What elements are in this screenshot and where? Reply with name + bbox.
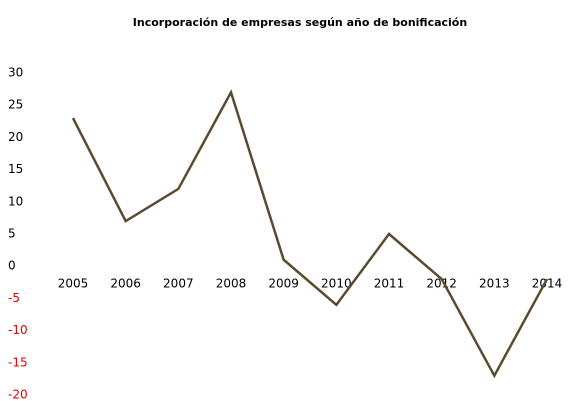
y-tick-label: 30 <box>8 66 23 80</box>
y-tick-label: -5 <box>8 291 20 305</box>
y-tick-label: 15 <box>8 162 23 176</box>
x-tick-label: 2011 <box>374 277 405 291</box>
y-tick-label: 10 <box>8 194 23 208</box>
x-tick-label: 2006 <box>110 277 141 291</box>
y-tick-label: 5 <box>8 227 16 241</box>
x-tick-label: 2014 <box>532 277 563 291</box>
y-tick-label: 20 <box>8 130 23 144</box>
y-tick-label: -20 <box>8 388 28 401</box>
chart-title: Incorporación de empresas según año de b… <box>133 16 467 29</box>
x-tick-label: 2008 <box>216 277 247 291</box>
line-series <box>71 89 549 379</box>
x-tick-label: 2007 <box>163 277 194 291</box>
x-tick-label: 2010 <box>321 277 352 291</box>
y-tick-label: -15 <box>8 355 28 369</box>
x-tick-label: 2012 <box>426 277 457 291</box>
y-tick-label: 0 <box>8 259 16 273</box>
x-tick-label: 2009 <box>268 277 299 291</box>
x-tick-label: 2005 <box>58 277 89 291</box>
y-tick-label: 25 <box>8 98 23 112</box>
y-tick-label: -10 <box>8 323 28 337</box>
x-tick-label: 2013 <box>479 277 510 291</box>
